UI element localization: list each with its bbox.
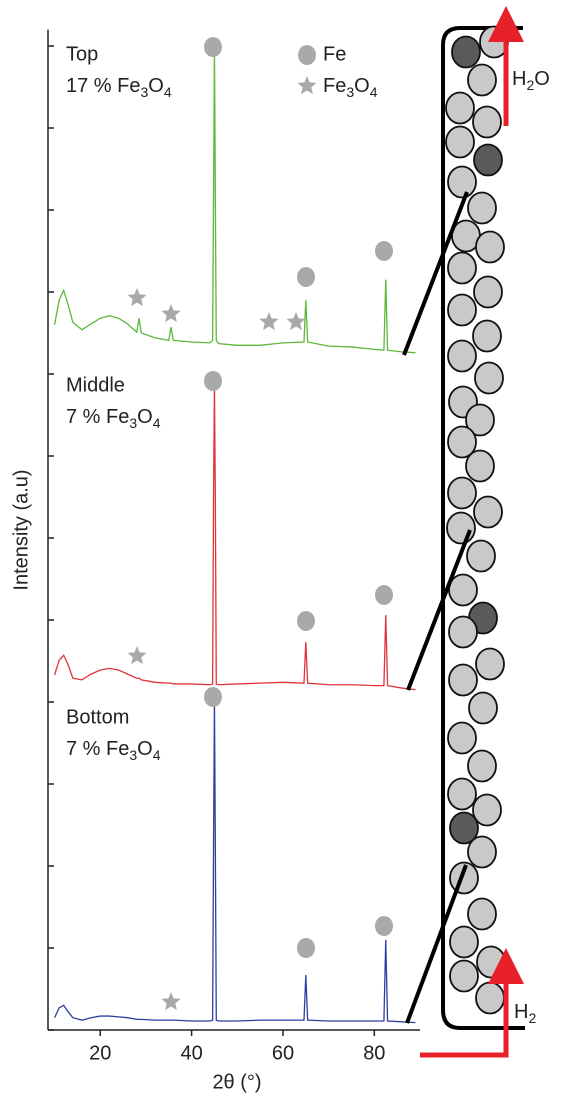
fe-particle [465,403,495,437]
series-composition: 7 % Fe3O4 [66,406,161,430]
series-line [53,45,416,354]
fe-particle [449,959,479,993]
fe-particle [472,105,502,139]
fe-particle [447,165,477,199]
fe-marker [297,267,315,287]
fe-particle [467,749,497,783]
column-diagram [441,25,525,1030]
legend-label: Fe [323,43,346,65]
fe-particle [465,449,495,483]
fe-particle [448,615,478,649]
inlet-arrow [420,975,509,1058]
fe-particle [447,425,477,459]
fe-particle [475,981,505,1015]
fe-particle [447,251,477,285]
fe-particle [446,511,476,545]
series-composition: 17 % Fe3O4 [66,75,172,99]
fe3o4-marker [127,646,147,665]
fe-marker [204,37,222,57]
connector [405,864,468,1024]
fe-marker [297,611,315,631]
fe-particle [447,339,477,373]
fe3o4-particle [473,143,503,177]
fe-particle [467,63,497,97]
fe-marker [375,916,393,936]
x-axis-label: 2θ (°) [212,1071,261,1093]
fe-marker [204,371,222,391]
fe-particle [447,777,477,811]
connector [402,191,469,356]
fe3o4-particle [449,811,479,845]
fe-particle [447,476,477,510]
series-line [53,383,416,691]
fe-particle [466,539,496,573]
fe3o4-marker [286,312,306,331]
inlet-label: H2 [514,1001,536,1025]
fe-particle [445,125,475,159]
fe-particle [448,573,478,607]
series-line [53,700,416,1024]
connector [406,529,472,691]
fe-particle [445,91,475,125]
series-name: Top [66,43,98,65]
series-composition: 7 % Fe3O4 [66,738,161,762]
fe-particle [475,230,505,264]
flow-arrows [420,6,524,1058]
fe-particle [472,319,502,353]
fe-particle [447,293,477,327]
x-tick-label: 80 [363,1042,385,1064]
fe-marker [375,241,393,261]
fe-particle [473,275,503,309]
fe-particle [474,361,504,395]
x-tick-label: 20 [89,1042,111,1064]
fe3o4-marker [127,288,147,307]
fe-particle [467,897,497,931]
connectors [402,191,472,1024]
fe-particle [475,647,505,681]
arrow-head [488,948,524,984]
fe3o4-particle [451,35,481,69]
series-name: Middle [66,374,125,396]
fe-marker [297,938,315,958]
x-tick-label: 40 [180,1042,202,1064]
y-axis-label: Intensity (a.u) [10,469,32,590]
plot: 20 40 60 80 2θ (°) Intensity (a.u) Top 17 % Fe3… [10,29,420,1093]
fe3o4-marker [161,992,181,1011]
fe-marker [375,585,393,605]
fe-particle [473,495,503,529]
fe-particle [472,793,502,827]
fe-particle [448,663,478,697]
fe-particle [447,721,477,755]
fe-particle [449,925,479,959]
fe-marker [298,45,316,65]
fe-marker [204,687,222,707]
fe3o4-marker [259,312,279,331]
fe3o4-marker [161,304,181,323]
x-tick-label: 60 [272,1042,294,1064]
fe-particle [467,191,497,225]
fe3o4-marker [297,76,317,95]
legend-label: Fe3O4 [323,75,378,99]
fe-particle [467,835,497,869]
fe-particle [468,691,498,725]
column-wall [441,26,525,1030]
arrow-head [488,6,524,42]
series-name: Bottom [66,706,129,728]
outlet-label: H2O [512,68,550,92]
